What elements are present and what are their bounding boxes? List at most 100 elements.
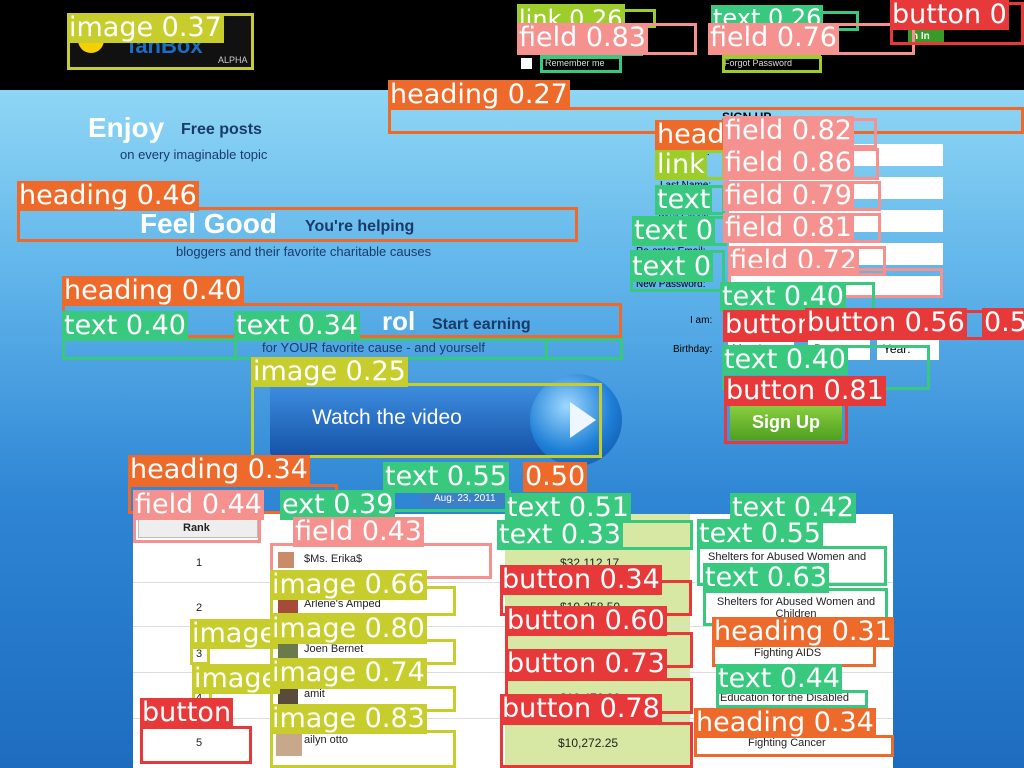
watch-video-button[interactable] — [270, 384, 560, 456]
signup-birthday-label: Birthday: — [673, 344, 713, 355]
detection-label: heading 0.31 — [712, 616, 894, 647]
detection-label: button — [723, 309, 817, 340]
cause-link[interactable]: Education for the Disabled — [720, 692, 850, 704]
detection-label: image — [192, 663, 281, 694]
detection-label: ext 0.39 — [280, 489, 396, 520]
detection-label: text 0.40 — [720, 281, 846, 312]
rank-cell: 3 — [196, 648, 203, 660]
detection-label: field 0.82 — [723, 115, 854, 146]
detection-label: text 0.51 — [505, 492, 631, 523]
detection-box — [17, 207, 578, 242]
detection-label: button 0.34 — [500, 564, 662, 595]
user-avatar[interactable] — [278, 688, 298, 704]
cause-link[interactable]: Shelters for Abused Women and — [708, 551, 867, 563]
cause-link[interactable]: Fighting Cancer — [748, 737, 826, 749]
remember-label: Remember me — [545, 58, 605, 68]
detection-label: heading 0.34 — [694, 707, 876, 738]
rank-cell: 2 — [196, 602, 203, 614]
detection-label: image 0.74 — [270, 657, 427, 688]
detection-label: text 0 — [632, 215, 716, 246]
user-avatar[interactable] — [278, 598, 298, 614]
feel-good-heading: Feel Good — [140, 208, 277, 239]
detection-label: text 0.63 — [703, 562, 829, 593]
remember-checkbox[interactable] — [521, 58, 532, 69]
detection-label: button 0.81 — [724, 375, 886, 406]
enjoy-description: on every imaginable topic — [120, 147, 268, 162]
birthday-year-select[interactable] — [877, 338, 939, 360]
amount-cell: $10,272.25 — [558, 736, 619, 750]
rank-header-label: Rank — [183, 522, 210, 534]
detection-label: image — [190, 618, 279, 649]
detection-label: text 0.55 — [697, 518, 823, 549]
date-badge-text: Aug. 23, 2011 — [434, 493, 496, 504]
detection-label: 0.50 — [523, 461, 588, 492]
detection-label: 0.5 — [982, 308, 1024, 338]
user-avatar[interactable] — [276, 734, 302, 756]
user-avatar[interactable] — [278, 552, 294, 568]
detection-label: button 0.78 — [500, 693, 662, 724]
forgot-password-link[interactable]: Forgot Password — [724, 58, 793, 68]
signup-password-label: New Password: — [636, 279, 706, 290]
user-name-link[interactable]: ailyn otto — [304, 734, 349, 746]
detection-box — [383, 490, 511, 512]
detection-label: text 0.44 — [716, 663, 842, 694]
feel-good-description: bloggers and their favorite charitable c… — [176, 244, 432, 259]
detection-label: image 0.66 — [270, 569, 427, 600]
detection-label: field 0.79 — [723, 180, 854, 211]
detection-label: text — [655, 184, 713, 215]
detection-label: field 0.86 — [723, 147, 854, 178]
detection-label: image 0.37 — [67, 12, 224, 43]
detection-label: button 0.60 — [505, 605, 667, 636]
feel-good-subheading: You're helping — [305, 218, 415, 235]
detection-box — [500, 722, 693, 768]
detection-label: text 0.55 — [383, 461, 509, 492]
detection-label: field 0.76 — [708, 22, 839, 53]
user-name-link[interactable]: $Ms. Erika$ — [304, 553, 363, 565]
date-badge — [420, 492, 508, 506]
signup-gender-label: I am: — [690, 315, 713, 326]
detection-label: text 0.40 — [722, 344, 848, 375]
detection-box — [694, 735, 894, 757]
control-heading: rol — [382, 306, 416, 336]
detection-label: heading 0.27 — [388, 79, 570, 110]
detection-label: field 0.44 — [133, 489, 264, 520]
detection-label: text 0.34 — [234, 310, 360, 341]
detection-label: text 0.42 — [730, 492, 856, 523]
sign-up-button[interactable]: Sign Up — [730, 404, 842, 440]
detection-label: button 0.56 — [805, 307, 967, 338]
enjoy-subheading: Free posts — [181, 121, 262, 138]
detection-label: image 0.25 — [251, 356, 408, 387]
detection-label: field 0.81 — [723, 212, 854, 243]
detection-label: field 0.72 — [728, 245, 859, 276]
sign-in-button[interactable] — [908, 30, 944, 45]
detection-label: button 0 — [890, 0, 1009, 30]
detection-label: field 0.83 — [517, 22, 648, 53]
user-name-link[interactable]: amit — [304, 688, 325, 700]
control-subheading: Start earning — [432, 316, 531, 333]
detection-label: heading 0.46 — [17, 180, 199, 211]
detection-box — [540, 56, 622, 73]
detection-label: text 0.40 — [62, 310, 188, 341]
rank-cell: 5 — [196, 737, 203, 749]
cause-link[interactable]: Fighting AIDS — [754, 647, 822, 659]
detection-label: button — [140, 697, 234, 728]
detection-label: link — [655, 149, 707, 180]
detection-label: image 0.83 — [270, 703, 427, 734]
detection-label: heading 0.40 — [62, 275, 244, 306]
detection-box — [270, 730, 456, 768]
detection-box — [251, 383, 602, 458]
enjoy-heading: Enjoy — [88, 112, 165, 143]
user-name-link[interactable]: Joen Bernet — [304, 643, 364, 655]
play-icon — [570, 402, 596, 438]
logo-sub: ALPHA — [218, 55, 248, 65]
detection-box — [140, 726, 252, 764]
user-avatar[interactable] — [278, 642, 298, 658]
sign-in-label: n In — [912, 31, 930, 42]
detection-label: field 0.43 — [293, 516, 424, 547]
detection-label: text 0.33 — [497, 519, 623, 550]
user-name-link[interactable]: Arlene's Amped — [304, 598, 381, 610]
detection-label: text 0 — [630, 251, 714, 282]
rank-cell: 1 — [196, 557, 203, 569]
control-description: for YOUR favorite cause - and yourself — [262, 340, 486, 355]
detection-label: heading 0.34 — [128, 454, 310, 485]
